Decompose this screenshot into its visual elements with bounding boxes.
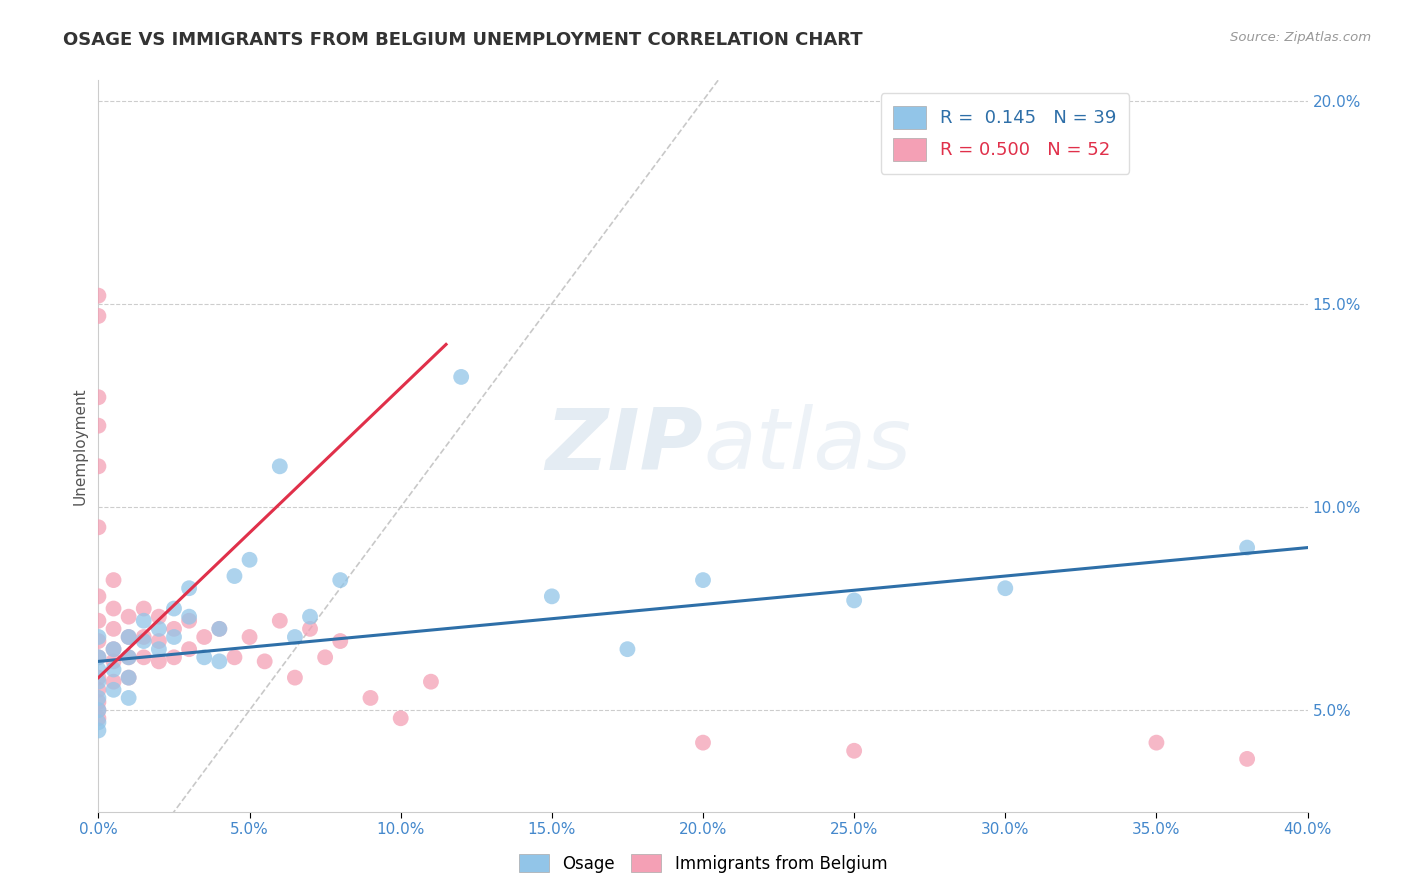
Point	[692, 573, 714, 587]
Point	[103, 674, 125, 689]
Point	[103, 654, 125, 668]
Point	[118, 609, 141, 624]
Point	[132, 601, 155, 615]
Point	[269, 614, 291, 628]
Point	[616, 642, 638, 657]
Point	[87, 682, 110, 697]
Point	[179, 581, 201, 595]
Point	[540, 590, 562, 604]
Point	[118, 650, 141, 665]
Point	[389, 711, 412, 725]
Point	[314, 650, 336, 665]
Point	[87, 614, 110, 628]
Point	[87, 711, 110, 725]
Point	[224, 569, 246, 583]
Point	[118, 690, 141, 705]
Point	[179, 614, 201, 628]
Point	[132, 650, 155, 665]
Point	[163, 622, 186, 636]
Point	[103, 682, 125, 697]
Point	[87, 459, 110, 474]
Point	[118, 630, 141, 644]
Point	[299, 622, 322, 636]
Point	[148, 622, 170, 636]
Point	[299, 609, 322, 624]
Text: OSAGE VS IMMIGRANTS FROM BELGIUM UNEMPLOYMENT CORRELATION CHART: OSAGE VS IMMIGRANTS FROM BELGIUM UNEMPLO…	[63, 31, 863, 49]
Point	[87, 650, 110, 665]
Point	[87, 723, 110, 738]
Point	[87, 703, 110, 717]
Point	[208, 622, 231, 636]
Point	[148, 654, 170, 668]
Point	[87, 663, 110, 677]
Point	[103, 642, 125, 657]
Point	[193, 650, 215, 665]
Point	[132, 630, 155, 644]
Point	[148, 609, 170, 624]
Point	[163, 601, 186, 615]
Text: ZIP: ZIP	[546, 404, 703, 488]
Point	[163, 650, 186, 665]
Point	[87, 703, 110, 717]
Point	[994, 581, 1017, 595]
Point	[179, 642, 201, 657]
Point	[224, 650, 246, 665]
Point	[284, 671, 307, 685]
Point	[1236, 541, 1258, 555]
Y-axis label: Unemployment: Unemployment	[72, 387, 87, 505]
Point	[87, 695, 110, 709]
Point	[132, 634, 155, 648]
Point	[329, 634, 352, 648]
Point	[450, 370, 472, 384]
Point	[844, 744, 866, 758]
Point	[87, 390, 110, 404]
Point	[239, 553, 262, 567]
Point	[179, 609, 201, 624]
Point	[329, 573, 352, 587]
Point	[118, 671, 141, 685]
Point	[148, 634, 170, 648]
Point	[284, 630, 307, 644]
Point	[87, 674, 110, 689]
Point	[103, 573, 125, 587]
Point	[1236, 752, 1258, 766]
Point	[844, 593, 866, 607]
Point	[208, 654, 231, 668]
Point	[360, 690, 382, 705]
Point	[1144, 736, 1167, 750]
Point	[103, 642, 125, 657]
Legend: R =  0.145   N = 39, R = 0.500   N = 52: R = 0.145 N = 39, R = 0.500 N = 52	[880, 93, 1129, 174]
Point	[118, 650, 141, 665]
Point	[193, 630, 215, 644]
Point	[87, 671, 110, 685]
Point	[692, 736, 714, 750]
Point	[253, 654, 276, 668]
Point	[103, 622, 125, 636]
Point	[87, 650, 110, 665]
Point	[163, 630, 186, 644]
Point	[239, 630, 262, 644]
Text: Source: ZipAtlas.com: Source: ZipAtlas.com	[1230, 31, 1371, 45]
Text: atlas: atlas	[703, 404, 911, 488]
Point	[103, 601, 125, 615]
Point	[208, 622, 231, 636]
Point	[87, 520, 110, 534]
Legend: Osage, Immigrants from Belgium: Osage, Immigrants from Belgium	[512, 847, 894, 880]
Point	[148, 642, 170, 657]
Point	[87, 630, 110, 644]
Point	[87, 634, 110, 648]
Point	[87, 690, 110, 705]
Point	[118, 630, 141, 644]
Point	[87, 590, 110, 604]
Point	[87, 418, 110, 433]
Point	[118, 671, 141, 685]
Point	[103, 663, 125, 677]
Point	[269, 459, 291, 474]
Point	[420, 674, 443, 689]
Point	[87, 715, 110, 730]
Point	[87, 309, 110, 323]
Point	[87, 288, 110, 302]
Point	[132, 614, 155, 628]
